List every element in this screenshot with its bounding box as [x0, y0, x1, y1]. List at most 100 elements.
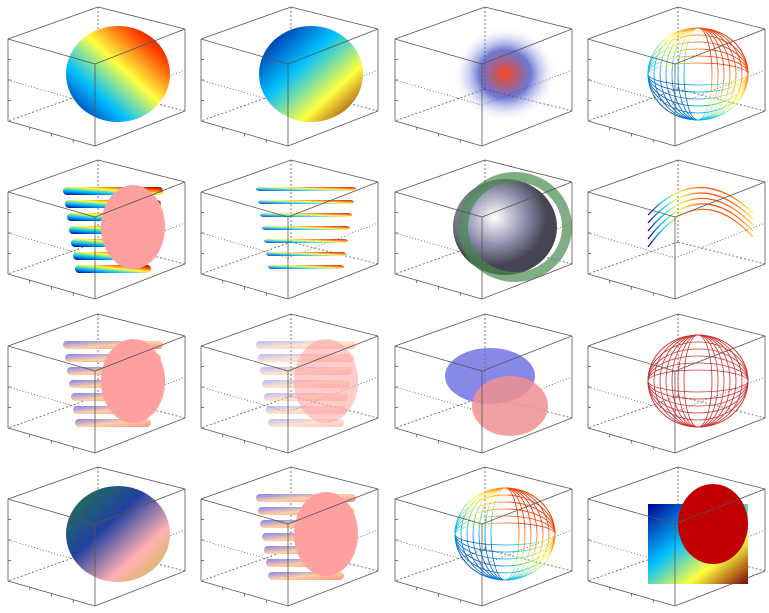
- box-edge: [484, 466, 573, 490]
- box-edge: [7, 313, 99, 347]
- box-edge: [587, 191, 676, 218]
- box-edge: [200, 498, 289, 525]
- box-edge: [394, 159, 486, 193]
- surface: [678, 484, 748, 564]
- box-edge: [287, 570, 379, 607]
- box-edge: [94, 417, 186, 454]
- box-edge: [481, 488, 573, 525]
- box-edge: [674, 181, 766, 218]
- mesh-line: [647, 208, 754, 248]
- box-edge: [587, 241, 679, 275]
- box-edge: [677, 88, 766, 112]
- panel: [394, 313, 573, 454]
- surface: [66, 26, 170, 122]
- box-edge: [677, 159, 766, 183]
- mesh-line: [647, 203, 754, 240]
- box-edge: [287, 488, 379, 525]
- surface: [66, 486, 170, 582]
- mesh-line: [647, 192, 754, 224]
- box-edge: [674, 69, 766, 106]
- box-edge: [94, 28, 186, 65]
- mesh-line: [647, 62, 749, 86]
- box-edge: [394, 386, 483, 413]
- band: [266, 252, 346, 256]
- panel: [7, 466, 186, 607]
- box-edge: [394, 539, 483, 566]
- mesh-line: [454, 508, 556, 560]
- box-edge: [287, 110, 379, 147]
- surface: [472, 376, 548, 436]
- box-edge: [587, 345, 676, 372]
- box-edge: [484, 548, 573, 572]
- box-edge: [674, 263, 766, 300]
- box-edge: [287, 335, 379, 372]
- box-edge: [94, 488, 186, 525]
- box-edge: [200, 466, 292, 500]
- box-edge: [587, 232, 676, 259]
- box-edge: [674, 110, 766, 147]
- box-edge: [481, 570, 573, 607]
- box-edge: [97, 6, 186, 30]
- panel: [200, 313, 379, 454]
- box-edge: [94, 110, 186, 147]
- mesh-line: [647, 362, 749, 400]
- box-edge: [674, 28, 766, 65]
- box-edge: [7, 6, 99, 40]
- box-edge: [394, 345, 483, 372]
- box-edge: [287, 28, 379, 65]
- box-edge: [7, 466, 99, 500]
- box-edge: [481, 263, 573, 300]
- box-edge: [394, 6, 486, 40]
- box-edge: [97, 159, 186, 183]
- panel: [200, 6, 379, 147]
- panel: [587, 159, 766, 300]
- box-edge: [7, 38, 96, 65]
- box-edge: [290, 159, 379, 183]
- box-edge: [674, 488, 766, 525]
- panel: [394, 466, 573, 607]
- box-edge: [287, 417, 379, 454]
- box-edge: [481, 181, 573, 218]
- surface: [101, 185, 165, 269]
- box-edge: [94, 181, 186, 218]
- box-edge: [587, 88, 679, 122]
- surface: [453, 179, 557, 275]
- box-edge: [481, 28, 573, 65]
- panel: [200, 466, 379, 607]
- box-edge: [677, 395, 766, 419]
- mesh-line: [647, 55, 749, 93]
- panel: [200, 159, 379, 300]
- box-edge: [587, 313, 679, 347]
- mesh-line: [454, 515, 556, 553]
- box-edge: [677, 313, 766, 337]
- box-edge: [287, 181, 379, 218]
- box-edge: [7, 159, 99, 193]
- surface: [453, 26, 557, 122]
- box-edge: [94, 263, 186, 300]
- box-edge: [287, 263, 379, 300]
- band: [256, 187, 356, 191]
- box-edge: [394, 38, 483, 65]
- box-edge: [674, 335, 766, 372]
- panel: [587, 6, 766, 147]
- panel: [7, 159, 186, 300]
- box-edge: [94, 570, 186, 607]
- box-edge: [674, 417, 766, 454]
- panel: [587, 313, 766, 454]
- band: [262, 226, 350, 230]
- surface: [101, 339, 165, 423]
- box-edge: [200, 241, 292, 275]
- panel: [394, 159, 573, 300]
- box-edge: [200, 313, 292, 347]
- mesh-line: [647, 369, 749, 393]
- box-edge: [94, 335, 186, 372]
- band: [268, 265, 344, 269]
- box-edge: [200, 38, 289, 65]
- box-edge: [484, 313, 573, 337]
- box-edge: [674, 570, 766, 607]
- box-edge: [481, 417, 573, 454]
- box-edge: [484, 159, 573, 183]
- box-edge: [587, 6, 679, 40]
